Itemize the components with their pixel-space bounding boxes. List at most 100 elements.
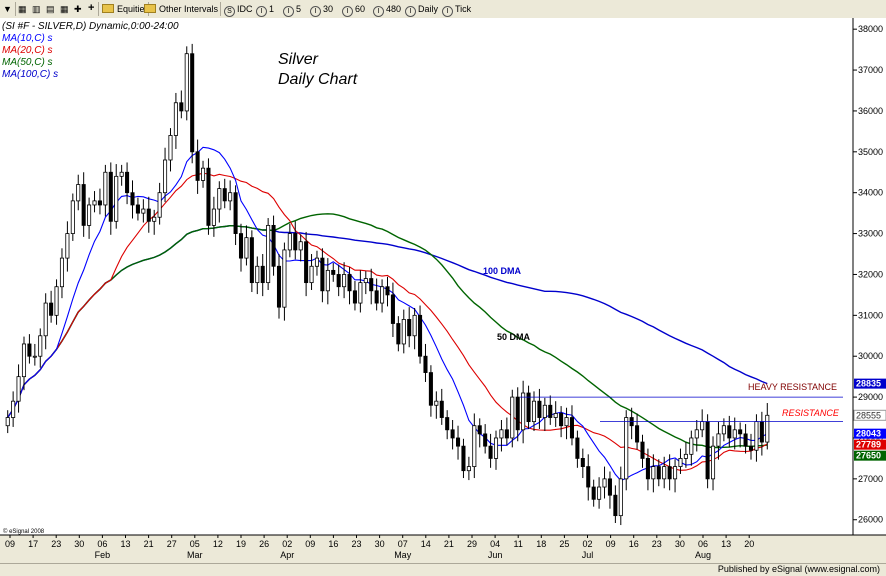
x-tick-label: 06: [698, 539, 708, 549]
price-bar: [466, 466, 471, 472]
grid-icon[interactable]: ▦: [18, 4, 27, 14]
x-tick-label: 02: [582, 539, 592, 549]
x-tick-label: 02: [282, 539, 292, 549]
toolbar-idc[interactable]: S IDC: [224, 3, 253, 17]
price-bar: [255, 265, 260, 284]
price-bar: [613, 494, 618, 517]
legend-ma20: MA(20,C) s: [2, 45, 53, 56]
x-tick-label: 21: [144, 539, 154, 549]
price-bar: [607, 478, 612, 496]
y-tick-label: 31000: [858, 310, 883, 320]
toolbar-interval-daily[interactable]: I Daily: [405, 3, 438, 17]
x-month-label: Aug: [695, 550, 711, 560]
toolbar-interval-60[interactable]: I 60: [342, 3, 365, 17]
i-circle-icon: I: [310, 6, 321, 17]
price-bar: [76, 184, 81, 202]
price-bar: [146, 208, 151, 222]
price-bar: [314, 257, 319, 267]
price-bar: [130, 192, 135, 206]
price-bar: [352, 290, 357, 304]
label-heavy-resistance: HEAVY RESISTANCE: [748, 382, 837, 392]
y-tick-label: 30000: [858, 351, 883, 361]
price-bar: [651, 466, 656, 480]
toolbar-separator: [220, 2, 221, 16]
price-chart[interactable]: (SI #F - SILVER,D) Dynamic,0:00-24:00 MA…: [0, 18, 886, 563]
bars-icon[interactable]: ▥: [32, 4, 41, 14]
lines-icon[interactable]: ▦: [60, 4, 69, 14]
i-circle-icon: I: [373, 6, 384, 17]
plus-icon[interactable]: +: [88, 2, 95, 14]
price-bar: [233, 192, 238, 234]
label-100dma: 100 DMA: [483, 266, 522, 276]
price-bar: [407, 319, 412, 337]
price-bar: [206, 167, 211, 226]
price-bar: [597, 486, 602, 500]
price-bar: [472, 425, 477, 467]
price-bars: [5, 43, 770, 526]
y-tick-label: 38000: [858, 24, 883, 34]
price-bar: [423, 355, 428, 373]
x-tick-label: 09: [305, 539, 315, 549]
chart-icon[interactable]: ▤: [46, 4, 55, 14]
price-bar: [662, 466, 667, 480]
price-bar: [141, 208, 146, 214]
price-bar: [54, 286, 59, 316]
price-bar: [336, 274, 341, 288]
price-bar: [65, 233, 70, 259]
price-bar: [624, 417, 629, 480]
price-bar: [163, 159, 168, 194]
price-bar: [390, 294, 395, 324]
toolbar-equities[interactable]: Equities: [102, 3, 149, 15]
price-bar: [211, 208, 216, 226]
price-bar: [287, 233, 292, 251]
toolbar-down-arrow-icon[interactable]: ▼: [3, 4, 12, 14]
price-bar: [700, 421, 705, 431]
price-bar: [92, 200, 97, 206]
price-bar: [618, 478, 623, 517]
price-bar: [97, 200, 102, 206]
price-bar: [510, 396, 515, 439]
price-bar: [249, 237, 254, 284]
x-tick-label: 30: [675, 539, 685, 549]
price-bar: [217, 188, 222, 210]
x-tick-label: 06: [97, 539, 107, 549]
price-badge-label: 27650: [856, 451, 881, 461]
toolbar-other-intervals[interactable]: Other Intervals: [144, 3, 218, 15]
price-bar: [49, 302, 54, 316]
chart-background: [0, 18, 886, 563]
price-bar: [694, 429, 699, 439]
x-month-label: Jun: [488, 550, 503, 560]
price-bar: [678, 458, 683, 467]
y-tick-label: 26000: [858, 515, 883, 525]
x-tick-label: 16: [328, 539, 338, 549]
price-bar: [374, 290, 379, 304]
crosshair-icon[interactable]: ✚: [74, 4, 82, 14]
toolbar-interval-30[interactable]: I 30: [310, 3, 333, 17]
published-text: Published by eSignal (www.esignal.com): [717, 564, 880, 574]
price-bar: [428, 372, 433, 406]
price-bar: [456, 437, 461, 447]
price-bar: [716, 433, 721, 447]
price-bar: [380, 286, 385, 304]
price-bar: [640, 441, 645, 459]
copyright-text: © eSignal 2008: [3, 528, 45, 535]
price-bar: [542, 404, 547, 418]
y-tick-label: 34000: [858, 188, 883, 198]
toolbar-interval-tick[interactable]: I Tick: [442, 3, 471, 17]
price-bar: [493, 437, 499, 459]
price-bar: [412, 314, 417, 337]
price-bar: [179, 102, 184, 112]
x-tick-label: 09: [606, 539, 616, 549]
price-bar: [537, 400, 542, 418]
price-badge-ma10: [854, 428, 886, 439]
price-bar: [184, 53, 189, 112]
x-tick-label: 14: [421, 539, 431, 549]
x-axis: 09 17 23 30 06 13 21 27 05 12 19 26 02 09 16 23 30 07 14 21…: [5, 535, 754, 560]
price-bar: [228, 192, 233, 202]
toolbar-interval-480[interactable]: I 480: [373, 3, 401, 17]
chart-title-line2: Daily Chart: [278, 71, 358, 88]
price-bar: [222, 188, 227, 202]
